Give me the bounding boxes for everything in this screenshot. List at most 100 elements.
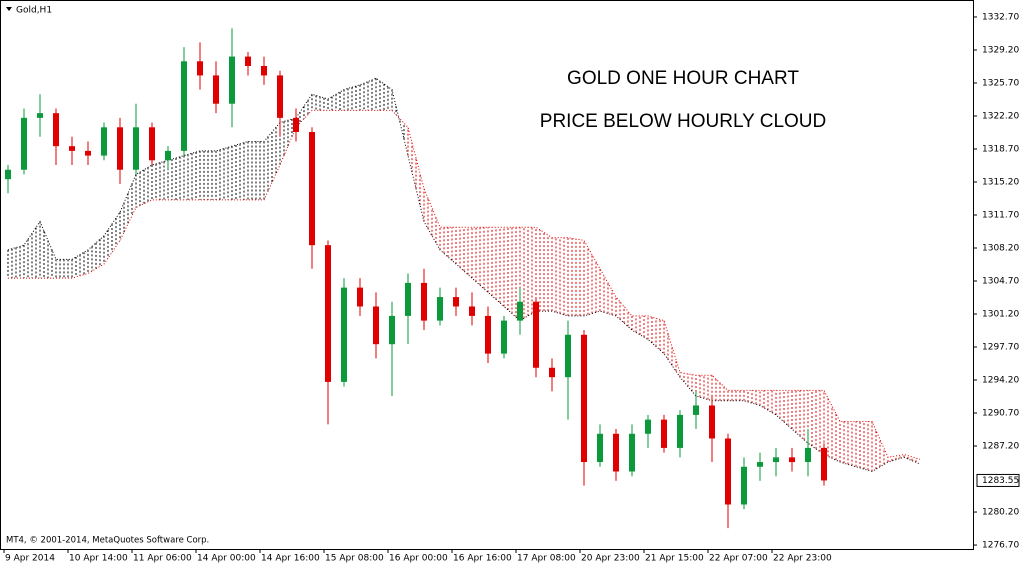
candle-body [725, 438, 731, 505]
cloud-hatch [551, 237, 565, 315]
y-tick-label: 1329.20 [982, 45, 1019, 55]
candle-body [325, 245, 331, 382]
x-tick-label: 10 Apr 14:00 [69, 554, 128, 564]
y-tick-label: 1287.20 [982, 442, 1019, 452]
cloud-hatch [39, 221, 53, 279]
candle-body [133, 127, 139, 170]
candle-body [21, 117, 27, 170]
plot-frame [0, 0, 974, 550]
candle-body [469, 306, 475, 316]
x-tick-label: 22 Apr 07:00 [709, 554, 768, 564]
candle-body [389, 315, 395, 345]
cloud-hatch [247, 141, 261, 200]
candle-body [69, 146, 75, 151]
last-price-label: 1283.55 [982, 476, 1019, 486]
y-tick-label: 1304.70 [982, 277, 1019, 287]
candle-body [197, 61, 203, 76]
cloud-hatch [583, 240, 597, 316]
cloud-hatch [423, 188, 437, 243]
cloud-hatch [471, 227, 485, 289]
candle-body [341, 287, 347, 382]
x-tick-label: 14 Apr 00:00 [197, 554, 256, 564]
candle-body [517, 301, 523, 321]
y-tick-label: 1290.70 [982, 409, 1019, 419]
candle-body [661, 419, 667, 448]
y-tick-label: 1322.20 [982, 111, 1019, 121]
cloud-hatch [327, 91, 341, 111]
cloud-hatch [711, 375, 725, 401]
candle-body [629, 433, 635, 472]
candle-body [181, 61, 187, 151]
cloud-hatch [903, 454, 917, 463]
y-tick-label: 1332.70 [982, 12, 1019, 22]
candle-body [53, 113, 59, 147]
candle-body [693, 405, 699, 415]
cloud-hatch [55, 259, 69, 279]
x-tick-label: 21 Apr 15:00 [645, 554, 704, 564]
y-tick-label: 1280.20 [982, 508, 1019, 518]
y-tick-label: 1294.20 [982, 376, 1019, 386]
x-tick-label: 17 Apr 08:00 [517, 554, 576, 564]
candle-body [309, 132, 315, 246]
cloud-hatch [503, 227, 517, 318]
cloud-hatch [727, 390, 741, 401]
chart-subtitle: PRICE BELOW HOURLY CLOUD [540, 111, 826, 132]
menu-arrow[interactable] [6, 7, 12, 11]
cloud-hatch [279, 119, 293, 166]
axes-layer: 1332.70 1329.20 1325.70 1322.20 1318.70 1315.… [3, 12, 1020, 564]
x-tick-label: 22 Apr 23:00 [773, 554, 832, 564]
chart-title: GOLD ONE HOUR CHART [567, 68, 799, 89]
cloud-span [8, 109, 921, 460]
cloud-hatch [359, 79, 373, 111]
candle-body [85, 150, 91, 156]
last-price-box [976, 473, 1020, 487]
cloud-hatch [71, 252, 85, 279]
candle-body [597, 433, 603, 463]
candle-body [245, 56, 251, 67]
cloud-hatch [791, 390, 805, 440]
cloud-hatch [487, 227, 501, 303]
candle-body [229, 56, 235, 104]
cloud-hatch [663, 320, 677, 372]
candle-body [453, 297, 459, 307]
cloud-hatch [167, 156, 181, 200]
candle-body [405, 282, 411, 316]
cloud-hatch [375, 78, 389, 111]
symbol-label: Gold,H1 [16, 6, 52, 16]
candle-body [789, 457, 795, 463]
cloud-layer [7, 77, 921, 473]
candle-body [549, 367, 555, 378]
candle-body [421, 282, 427, 321]
cloud-hatch [839, 421, 853, 466]
candle-body [101, 127, 107, 156]
candle-body [485, 315, 491, 354]
cloud-hatch [535, 227, 549, 312]
cloud-hatch [439, 227, 453, 261]
cloud-hatch [519, 227, 533, 321]
x-tick-label: 16 Apr 16:00 [453, 554, 512, 564]
candle-body [261, 66, 267, 76]
candle-body [613, 433, 619, 472]
cloud-hatch [23, 227, 37, 279]
y-tick-label: 1308.20 [982, 244, 1019, 254]
candle-body [37, 113, 43, 118]
cloud-hatch [87, 239, 101, 274]
cloud-hatch [759, 390, 773, 413]
candle-body [213, 75, 219, 104]
cloud-hatch [743, 390, 757, 405]
candle-body [149, 127, 155, 161]
candle-body [277, 75, 283, 118]
cloud-hatch [823, 390, 837, 461]
candle-body [581, 334, 587, 463]
x-tick-label: 14 Apr 16:00 [261, 554, 320, 564]
y-tick-label: 1315.20 [982, 177, 1019, 187]
x-tick-label: 9 Apr 2014 [5, 554, 55, 564]
candle-body [357, 287, 363, 307]
candle-body [5, 169, 11, 180]
x-tick-label: 20 Apr 23:00 [581, 554, 640, 564]
x-tick-label: 15 Apr 08:00 [325, 554, 384, 564]
cloud-hatch [391, 89, 405, 140]
candle-body [501, 320, 507, 354]
